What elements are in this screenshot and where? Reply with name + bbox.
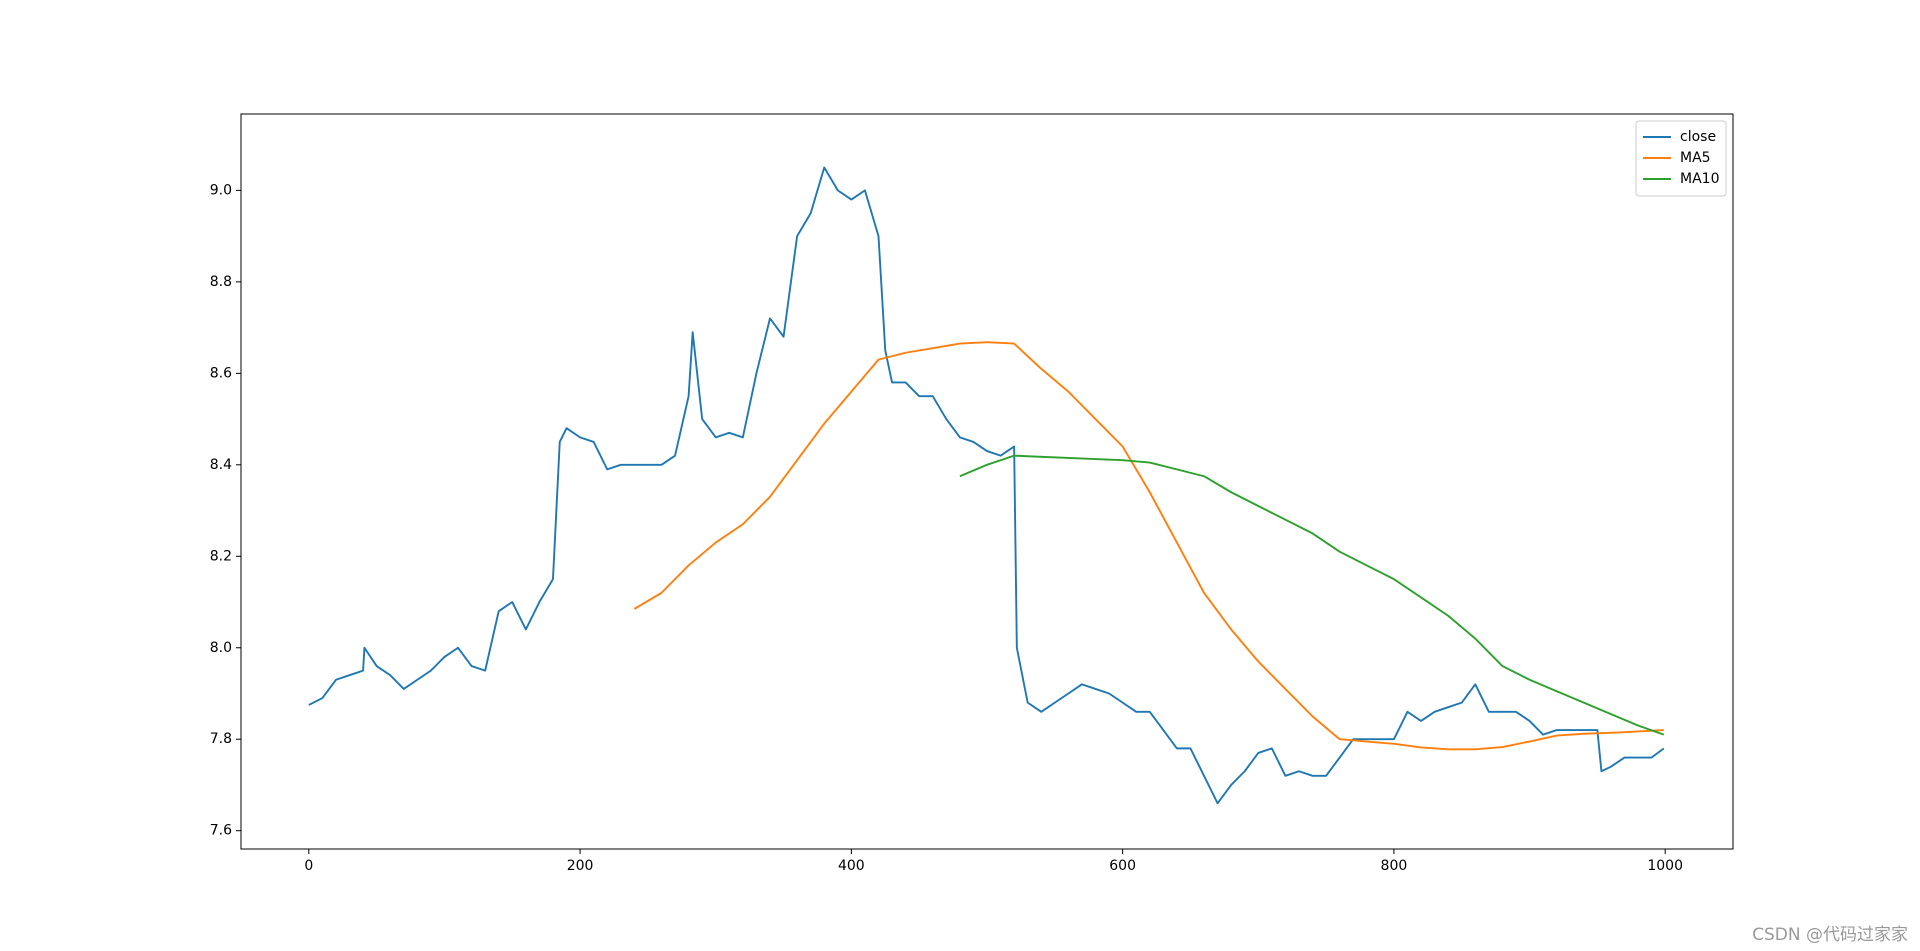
legend-label: MA5 (1680, 150, 1711, 166)
legend-box (1635, 120, 1727, 197)
y-tick-label: 7.8 (210, 731, 232, 747)
x-tick-label: 600 (1109, 858, 1136, 874)
x-tick-label: 1000 (1647, 858, 1683, 874)
watermark: CSDN @代码过家家 (1752, 925, 1908, 945)
legend-label: close (1680, 129, 1716, 145)
plot-frame (240, 113, 1734, 850)
y-tick-label: 9.0 (210, 182, 232, 198)
line (308, 166, 1665, 805)
x-tick-label: 800 (1381, 858, 1408, 874)
y-tick-label: 8.6 (210, 365, 232, 381)
line (633, 341, 1664, 751)
y-tick-label: 8.2 (210, 548, 232, 564)
x-tick-label: 0 (304, 858, 313, 874)
x-tick-label: 200 (567, 858, 594, 874)
line (959, 454, 1665, 736)
legend-label: MA10 (1680, 171, 1719, 187)
x-tick-label: 400 (838, 858, 865, 874)
y-tick-label: 8.0 (210, 640, 232, 656)
y-tick-label: 8.4 (210, 457, 232, 473)
y-tick-label: 7.6 (210, 823, 232, 839)
y-tick-label: 8.8 (210, 274, 232, 290)
